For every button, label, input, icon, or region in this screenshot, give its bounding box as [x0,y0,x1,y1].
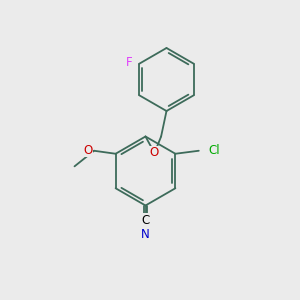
Text: Cl: Cl [208,144,220,157]
Text: F: F [126,56,133,69]
Text: O: O [150,146,159,160]
Text: C: C [141,214,150,227]
Text: N: N [141,227,150,241]
Text: O: O [83,144,92,157]
